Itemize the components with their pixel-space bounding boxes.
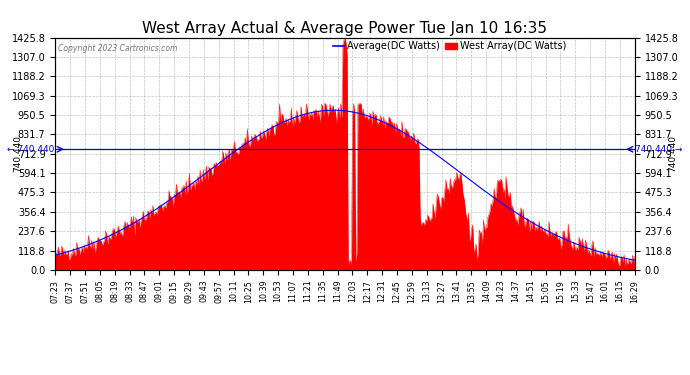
Text: Copyright 2023 Cartronics.com: Copyright 2023 Cartronics.com xyxy=(58,45,177,54)
Text: 740.440: 740.440 xyxy=(668,135,677,172)
Text: 740.440 →: 740.440 → xyxy=(635,145,682,154)
Legend: Average(DC Watts), West Array(DC Watts): Average(DC Watts), West Array(DC Watts) xyxy=(329,38,570,55)
Title: West Array Actual & Average Power Tue Jan 10 16:35: West Array Actual & Average Power Tue Ja… xyxy=(143,21,547,36)
Text: ← 740.440: ← 740.440 xyxy=(8,145,55,154)
Text: 740.440: 740.440 xyxy=(13,135,22,172)
